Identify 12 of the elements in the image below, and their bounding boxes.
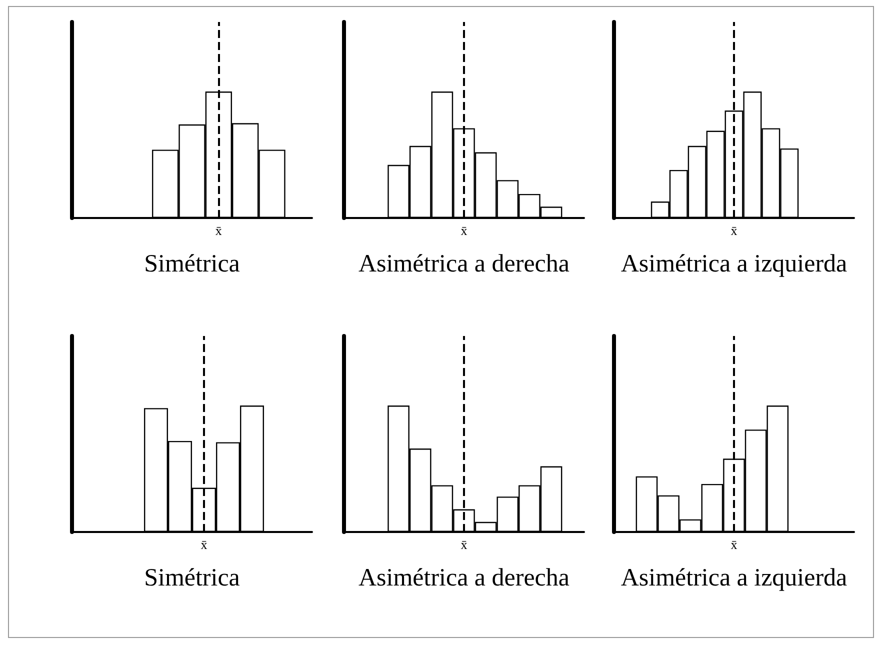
- x-axis-title: Asimétrica a derecha: [358, 250, 570, 278]
- text: x̄: [460, 537, 468, 552]
- text: x̄: [730, 537, 738, 552]
- text: x̄: [730, 223, 738, 238]
- x-axis-title: Asimétrica a izquierda: [620, 564, 848, 592]
- text: x̄: [200, 537, 208, 552]
- text: x̄: [215, 223, 222, 238]
- x-axis-title: Asimétrica a derecha: [358, 564, 570, 592]
- x-axis-title: Asimétrica a izquierda: [620, 250, 848, 278]
- x-axis-title: Simétrica: [144, 564, 240, 592]
- x-axis-title: Simétrica: [144, 250, 240, 278]
- text: x̄: [460, 223, 468, 238]
